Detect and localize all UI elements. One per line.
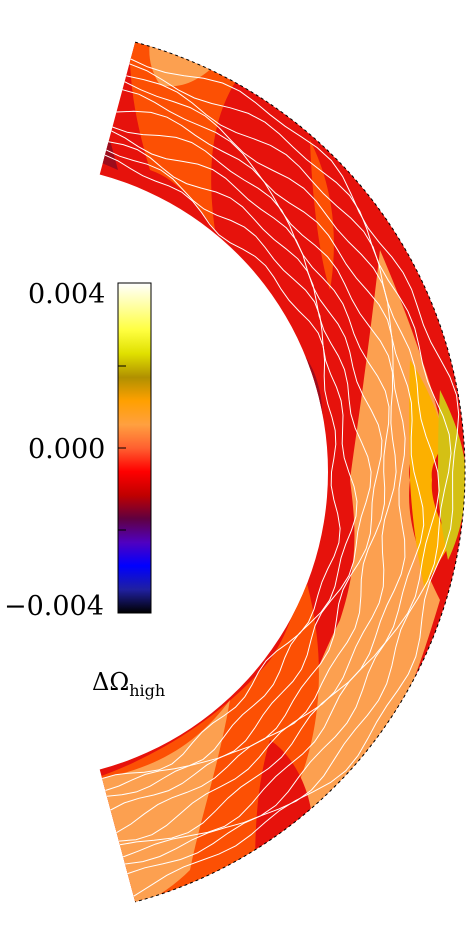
colorbar-title-symbol: ΔΩ [92,668,130,696]
colorbar-tick-label-middle: 0.000 [28,434,106,465]
colorbar-tick-label-top: 0.004 [28,279,106,310]
contour-line [119,89,406,846]
equator-olive-band [438,390,465,560]
contour-line [122,81,425,858]
contour-line [130,58,460,897]
contour-lines [101,58,460,897]
shell-outer-boundary [135,41,466,903]
colorbar-tick-label-bottom: −0.004 [4,591,104,622]
north-orange-lobe [310,140,334,290]
equator-amber-band [409,360,450,590]
contour-line [101,154,341,779]
contour-line [124,75,440,865]
colorbar-title-subscript: high [129,681,166,700]
contour-line [112,126,390,834]
contour-line [127,63,452,875]
contour-line [106,141,372,797]
colorbar-title: ΔΩhigh [92,668,165,700]
contour-line [105,149,358,791]
